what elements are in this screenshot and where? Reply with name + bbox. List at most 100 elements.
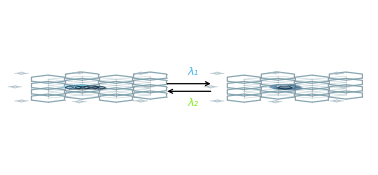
Polygon shape bbox=[76, 73, 79, 74]
Polygon shape bbox=[134, 73, 140, 74]
Polygon shape bbox=[275, 102, 279, 103]
Polygon shape bbox=[275, 100, 279, 102]
Polygon shape bbox=[79, 71, 83, 72]
Polygon shape bbox=[134, 101, 140, 102]
Polygon shape bbox=[22, 101, 25, 102]
Polygon shape bbox=[276, 72, 282, 73]
Polygon shape bbox=[15, 87, 19, 88]
Ellipse shape bbox=[269, 85, 292, 89]
Polygon shape bbox=[141, 100, 148, 101]
Polygon shape bbox=[217, 99, 221, 101]
Text: λ₂: λ₂ bbox=[188, 98, 199, 108]
Polygon shape bbox=[144, 87, 147, 88]
Polygon shape bbox=[140, 86, 147, 87]
Polygon shape bbox=[22, 74, 25, 75]
Polygon shape bbox=[337, 73, 344, 74]
Polygon shape bbox=[337, 99, 340, 101]
Polygon shape bbox=[344, 87, 350, 88]
Polygon shape bbox=[73, 72, 79, 73]
Polygon shape bbox=[211, 87, 218, 88]
Ellipse shape bbox=[273, 87, 294, 90]
Polygon shape bbox=[218, 73, 225, 74]
Polygon shape bbox=[14, 100, 21, 101]
Polygon shape bbox=[76, 71, 79, 72]
Polygon shape bbox=[15, 87, 22, 88]
Polygon shape bbox=[276, 101, 282, 102]
Polygon shape bbox=[214, 74, 217, 75]
Polygon shape bbox=[8, 87, 14, 88]
Polygon shape bbox=[137, 72, 141, 73]
Polygon shape bbox=[76, 102, 79, 103]
Ellipse shape bbox=[269, 84, 301, 89]
Polygon shape bbox=[343, 85, 347, 87]
Ellipse shape bbox=[86, 86, 106, 89]
Polygon shape bbox=[207, 87, 211, 88]
Polygon shape bbox=[18, 72, 22, 73]
Polygon shape bbox=[79, 102, 83, 103]
Polygon shape bbox=[343, 87, 347, 88]
Polygon shape bbox=[80, 72, 87, 73]
Polygon shape bbox=[344, 86, 350, 87]
Ellipse shape bbox=[275, 86, 302, 90]
Ellipse shape bbox=[62, 86, 81, 89]
Polygon shape bbox=[204, 87, 210, 88]
Polygon shape bbox=[22, 73, 28, 74]
Polygon shape bbox=[333, 99, 337, 101]
Polygon shape bbox=[214, 101, 217, 102]
Polygon shape bbox=[137, 99, 141, 101]
Polygon shape bbox=[217, 74, 221, 75]
Polygon shape bbox=[137, 74, 141, 75]
Polygon shape bbox=[211, 87, 214, 88]
Polygon shape bbox=[18, 74, 22, 75]
Polygon shape bbox=[22, 72, 25, 73]
Polygon shape bbox=[73, 101, 79, 102]
Polygon shape bbox=[22, 101, 28, 102]
Polygon shape bbox=[268, 72, 274, 73]
Polygon shape bbox=[79, 100, 83, 102]
Polygon shape bbox=[210, 100, 217, 101]
Polygon shape bbox=[337, 74, 340, 75]
Polygon shape bbox=[11, 87, 15, 88]
Polygon shape bbox=[337, 72, 340, 73]
Ellipse shape bbox=[85, 85, 101, 88]
Polygon shape bbox=[141, 73, 148, 74]
Polygon shape bbox=[147, 85, 151, 87]
Ellipse shape bbox=[66, 87, 82, 90]
Polygon shape bbox=[134, 100, 140, 101]
Polygon shape bbox=[218, 100, 225, 101]
Ellipse shape bbox=[68, 85, 91, 88]
Polygon shape bbox=[337, 101, 344, 102]
Ellipse shape bbox=[62, 85, 90, 89]
Polygon shape bbox=[141, 74, 144, 75]
Polygon shape bbox=[141, 101, 148, 102]
Polygon shape bbox=[272, 100, 275, 102]
Polygon shape bbox=[210, 101, 217, 102]
Polygon shape bbox=[330, 100, 336, 101]
Polygon shape bbox=[204, 86, 210, 87]
Polygon shape bbox=[79, 73, 83, 74]
Polygon shape bbox=[147, 87, 151, 88]
Text: λ₁: λ₁ bbox=[188, 67, 199, 77]
Polygon shape bbox=[11, 85, 15, 87]
Polygon shape bbox=[8, 86, 14, 87]
Polygon shape bbox=[217, 72, 221, 73]
Polygon shape bbox=[22, 99, 25, 101]
Polygon shape bbox=[333, 101, 337, 102]
Polygon shape bbox=[18, 101, 22, 102]
Polygon shape bbox=[272, 102, 275, 103]
Polygon shape bbox=[141, 101, 144, 102]
Polygon shape bbox=[272, 73, 275, 74]
Ellipse shape bbox=[79, 85, 103, 89]
Polygon shape bbox=[15, 86, 22, 87]
Polygon shape bbox=[337, 101, 340, 102]
Polygon shape bbox=[141, 99, 144, 101]
Ellipse shape bbox=[281, 85, 289, 86]
Ellipse shape bbox=[284, 86, 295, 88]
Polygon shape bbox=[275, 71, 279, 72]
Polygon shape bbox=[275, 73, 279, 74]
Ellipse shape bbox=[280, 88, 296, 90]
Polygon shape bbox=[268, 101, 274, 102]
Polygon shape bbox=[272, 71, 275, 72]
Polygon shape bbox=[14, 101, 21, 102]
Polygon shape bbox=[211, 85, 214, 87]
